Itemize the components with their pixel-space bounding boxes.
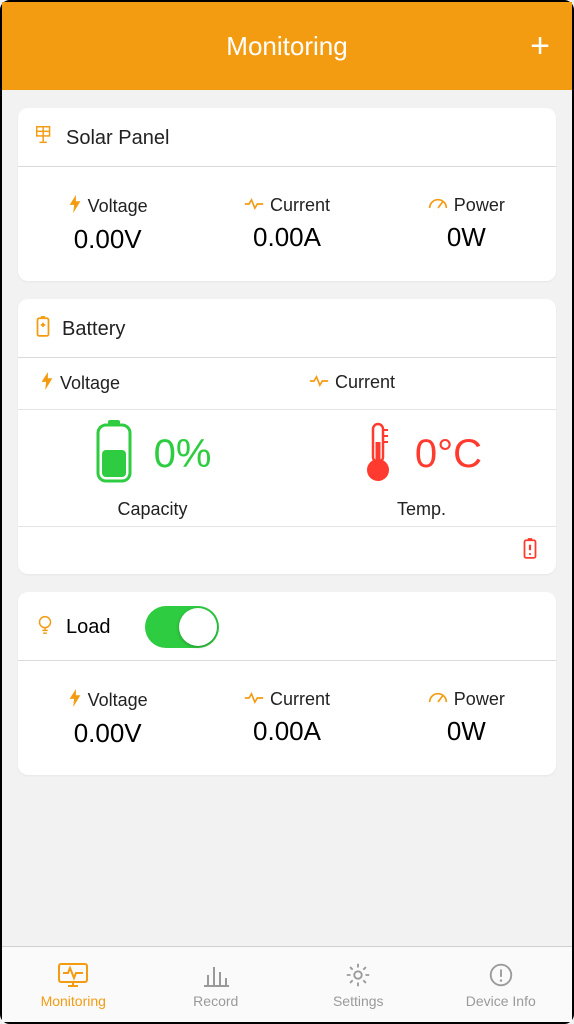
thermometer-icon: [361, 420, 395, 489]
battery-temp-value: 0°C: [415, 432, 482, 477]
wave-icon: [244, 195, 264, 216]
solar-power-label: Power: [454, 195, 505, 216]
record-icon: [201, 961, 231, 989]
battery-capacity-value: 0%: [154, 432, 212, 477]
load-current-value: 0.00A: [197, 716, 376, 747]
solar-panel-card: Solar Panel Voltage 0.00V Current: [18, 108, 556, 281]
tab-record-label: Record: [193, 993, 238, 1009]
load-card: Load Voltage 0.00V Cu: [18, 592, 556, 775]
settings-icon: [343, 961, 373, 989]
load-power: Power 0W: [377, 689, 556, 749]
tab-device-info[interactable]: Device Info: [430, 947, 573, 1022]
load-title: Load: [66, 616, 111, 639]
solar-current-value: 0.00A: [197, 222, 376, 253]
battery-card: Battery Voltage Current: [18, 299, 556, 574]
battery-temp-label: Temp.: [397, 499, 446, 520]
add-button[interactable]: +: [530, 29, 550, 63]
solar-current: Current 0.00A: [197, 195, 376, 255]
solar-panel-title: Solar Panel: [66, 127, 169, 150]
app-header: Monitoring +: [2, 2, 572, 90]
battery-capacity-label: Capacity: [117, 499, 187, 520]
load-power-label: Power: [454, 689, 505, 710]
solar-power: Power 0W: [377, 195, 556, 255]
content-scroll: Solar Panel Voltage 0.00V Current: [2, 90, 572, 946]
battery-temp-col: 0°C Temp.: [287, 416, 556, 520]
toggle-knob: [179, 608, 217, 646]
battery-title: Battery: [62, 318, 125, 341]
wave-icon: [309, 372, 329, 393]
solar-power-value: 0W: [377, 222, 556, 253]
battery-level-icon: [94, 420, 134, 489]
load-current: Current 0.00A: [197, 689, 376, 749]
monitoring-icon: [56, 961, 90, 989]
load-voltage-label: Voltage: [88, 690, 148, 711]
load-voltage: Voltage 0.00V: [18, 689, 197, 749]
load-current-label: Current: [270, 689, 330, 710]
battery-voltage-label: Voltage: [60, 373, 120, 394]
load-voltage-value: 0.00V: [18, 718, 197, 749]
tab-device-info-label: Device Info: [466, 993, 536, 1009]
bolt-icon: [68, 195, 82, 218]
solar-voltage-label: Voltage: [88, 196, 148, 217]
battery-labels-row: Voltage Current: [18, 358, 556, 410]
battery-header: Battery: [18, 299, 556, 358]
load-metrics: Voltage 0.00V Current 0.00A Po: [18, 661, 556, 775]
bolt-icon: [68, 689, 82, 712]
load-header: Load: [18, 592, 556, 661]
battery-visual-row: 0% Capacity: [18, 410, 556, 527]
battery-alert-icon[interactable]: [522, 546, 538, 563]
tab-settings[interactable]: Settings: [287, 947, 430, 1022]
battery-warning-row: [18, 527, 556, 574]
page-title: Monitoring: [226, 31, 347, 62]
load-power-value: 0W: [377, 716, 556, 747]
load-toggle[interactable]: [145, 606, 219, 648]
tab-monitoring[interactable]: Monitoring: [2, 947, 145, 1022]
tab-monitoring-label: Monitoring: [41, 993, 106, 1009]
solar-panel-icon: [34, 124, 56, 152]
solar-current-label: Current: [270, 195, 330, 216]
battery-icon: [34, 315, 52, 343]
tab-record[interactable]: Record: [145, 947, 288, 1022]
info-icon: [486, 961, 516, 989]
wave-icon: [244, 689, 264, 710]
solar-metrics: Voltage 0.00V Current 0.00A Po: [18, 167, 556, 281]
solar-voltage-value: 0.00V: [18, 224, 197, 255]
solar-panel-header: Solar Panel: [18, 108, 556, 167]
gauge-icon: [428, 195, 448, 216]
solar-voltage: Voltage 0.00V: [18, 195, 197, 255]
gauge-icon: [428, 689, 448, 710]
battery-current-label: Current: [335, 372, 395, 393]
tab-settings-label: Settings: [333, 993, 384, 1009]
bolt-icon: [40, 372, 54, 395]
tab-bar: Monitoring Record Settings: [2, 946, 572, 1022]
battery-capacity-col: 0% Capacity: [18, 416, 287, 520]
bulb-icon: [34, 613, 56, 641]
